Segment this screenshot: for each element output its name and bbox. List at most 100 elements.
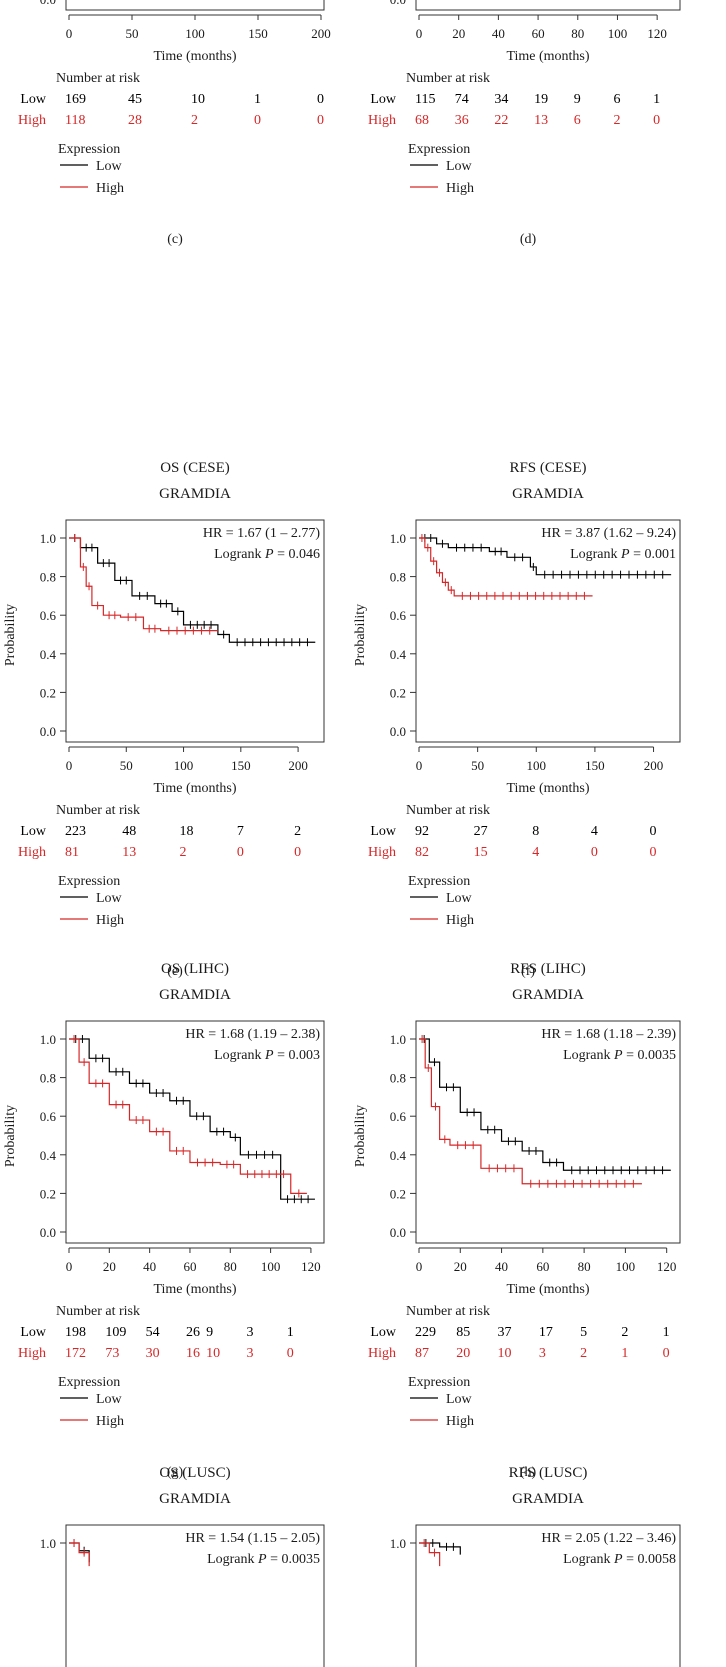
risk-high-value: 28 xyxy=(128,113,142,128)
risk-low-value: 27 xyxy=(474,824,488,839)
x-tick-label: 0 xyxy=(66,26,73,41)
risk-high-value: 0 xyxy=(663,1346,670,1361)
legend-label-low: Low xyxy=(446,1392,473,1407)
risk-high-value: 16 xyxy=(186,1346,200,1361)
curve-low xyxy=(69,537,316,643)
risk-low-value: 1 xyxy=(653,92,660,107)
panel-gene-title: GRAMDIA xyxy=(159,486,231,502)
risk-high-value: 20 xyxy=(456,1346,470,1361)
hr-annotation: HR = 1.54 (1.15 – 2.05) xyxy=(185,1531,320,1546)
y-axis-label: Probability xyxy=(353,1105,368,1167)
risk-high-value: 73 xyxy=(105,1346,119,1361)
risk-row-label-high: High xyxy=(368,1346,396,1361)
y-axis-label: Probability xyxy=(3,1105,18,1167)
risk-row-label-low: Low xyxy=(20,92,47,107)
risk-low-value: 48 xyxy=(122,824,136,839)
hr-annotation: HR = 3.87 (1.62 – 9.24) xyxy=(541,526,676,541)
legend-label-low: Low xyxy=(96,1392,123,1407)
y-tick-label: 0.2 xyxy=(40,685,56,700)
risk-low-value: 7 xyxy=(237,824,244,839)
y-tick-label: 0.6 xyxy=(390,608,407,623)
risk-low-value: 19 xyxy=(534,92,548,107)
risk-high-value: 0 xyxy=(591,845,598,860)
risk-high-value: 4 xyxy=(532,845,539,860)
y-tick-label: 0.8 xyxy=(40,570,56,585)
plot-frame xyxy=(65,519,325,743)
y-tick-label: 0.2 xyxy=(390,685,406,700)
logrank-prefix: Logrank xyxy=(214,547,265,562)
risk-table-title: Number at risk xyxy=(406,1304,490,1319)
x-tick-label: 100 xyxy=(174,758,194,773)
y-tick-label: 0.6 xyxy=(40,608,57,623)
risk-table-title: Number at risk xyxy=(406,71,490,86)
hr-annotation: HR = 1.67 (1 – 2.77) xyxy=(203,526,321,541)
p-value: 0.0035 xyxy=(638,1048,677,1063)
panel-section-title: OS (LIHC) xyxy=(161,961,229,977)
risk-high-value: 2 xyxy=(613,113,620,128)
p-letter: P xyxy=(257,1552,267,1567)
x-tick-label: 120 xyxy=(657,1259,677,1274)
risk-low-value: 74 xyxy=(455,92,469,107)
logrank-prefix: Logrank xyxy=(563,1048,614,1063)
legend-label-high: High xyxy=(446,1414,474,1429)
x-tick-label: 100 xyxy=(261,1259,281,1274)
x-tick-label: 80 xyxy=(571,26,584,41)
x-tick-label: 80 xyxy=(224,1259,237,1274)
legend-title: Expression xyxy=(408,1375,470,1390)
x-tick-label: 200 xyxy=(288,758,308,773)
x-tick-label: 0 xyxy=(66,1259,73,1274)
panel-gene-title: GRAMDIA xyxy=(159,1491,231,1507)
plot-frame xyxy=(415,1524,681,1667)
risk-low-value: 18 xyxy=(180,824,194,839)
panel-section-title: RFS (LUSC) xyxy=(509,1465,588,1481)
p-letter: P xyxy=(613,1048,623,1063)
risk-low-value: 45 xyxy=(128,92,142,107)
panel-section-title: OS (CESE) xyxy=(160,460,230,476)
x-tick-label: 200 xyxy=(644,758,664,773)
plot-frame xyxy=(415,519,681,743)
y-tick-label: 0.0 xyxy=(40,0,56,7)
x-tick-label: 0 xyxy=(66,758,73,773)
risk-low-value: 2 xyxy=(621,1325,628,1340)
legend-title: Expression xyxy=(58,1375,120,1390)
y-axis-label: Probability xyxy=(353,604,368,666)
km-panel-2: OS (CESE) GRAMDIA 0.0 0.2 0.4 0.6 0.8 1.0 0 50 100… xyxy=(3,460,325,979)
hr-value: 2.05 (1.22 – 3.46) xyxy=(576,1531,677,1546)
x-tick-label: 20 xyxy=(452,26,465,41)
y-axis-label: Probability xyxy=(3,604,18,666)
plot-frame xyxy=(65,0,325,11)
p-eq: = xyxy=(623,1552,638,1567)
risk-high-value: 87 xyxy=(415,1346,429,1361)
logrank-annotation: Logrank P = 0.003 xyxy=(214,1048,320,1063)
p-letter: P xyxy=(264,547,274,562)
risk-high-value: 3 xyxy=(539,1346,546,1361)
hr-prefix: HR = xyxy=(185,1027,219,1042)
p-value: 0.0035 xyxy=(282,1552,321,1567)
p-value: 0.001 xyxy=(645,547,677,562)
plot-frame xyxy=(415,0,681,11)
x-tick-label: 40 xyxy=(143,1259,156,1274)
risk-high-value: 118 xyxy=(65,113,85,128)
risk-low-value: 9 xyxy=(206,1325,213,1340)
curve-high xyxy=(419,1542,441,1567)
hr-annotation: HR = 1.68 (1.18 – 2.39) xyxy=(541,1027,676,1042)
curve-low xyxy=(419,537,672,576)
x-tick-label: 200 xyxy=(311,26,331,41)
risk-high-value: 0 xyxy=(650,845,657,860)
risk-low-value: 198 xyxy=(65,1325,86,1340)
risk-low-value: 92 xyxy=(415,824,429,839)
y-tick-label: 0.2 xyxy=(390,1186,406,1201)
legend-title: Expression xyxy=(58,874,120,889)
legend-label-low: Low xyxy=(96,159,123,174)
x-tick-label: 20 xyxy=(454,1259,467,1274)
x-tick-label: 100 xyxy=(608,26,628,41)
legend-title: Expression xyxy=(58,142,120,157)
legend-label-high: High xyxy=(96,181,124,196)
curve-high xyxy=(69,537,218,632)
x-tick-label: 100 xyxy=(527,758,547,773)
risk-high-value: 172 xyxy=(65,1346,86,1361)
x-tick-label: 80 xyxy=(578,1259,591,1274)
x-tick-label: 120 xyxy=(301,1259,321,1274)
logrank-annotation: Logrank P = 0.046 xyxy=(214,547,320,562)
x-axis-label: Time (months) xyxy=(506,781,589,796)
